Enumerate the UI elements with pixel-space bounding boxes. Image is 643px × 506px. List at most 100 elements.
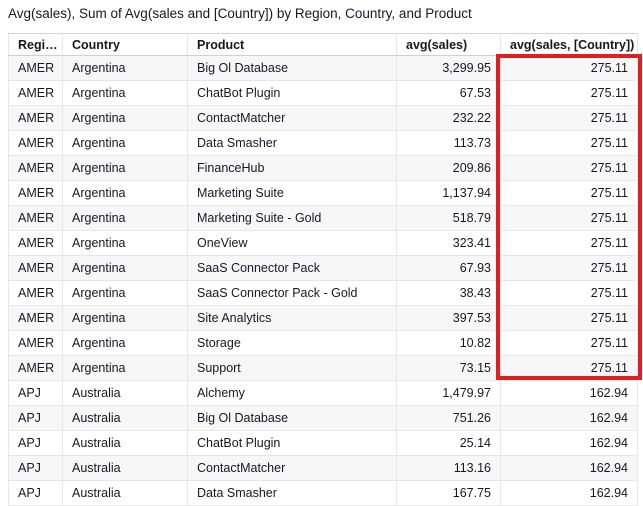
table-cell[interactable]: Australia [62,480,188,506]
table-cell[interactable]: Data Smasher [187,480,397,506]
table-cell[interactable]: 275.11 [500,330,638,356]
table-cell[interactable]: AMER [8,180,63,206]
table-cell[interactable]: 275.11 [500,305,638,331]
table-cell[interactable]: 275.11 [500,355,638,381]
table-cell[interactable]: 167.75 [396,480,501,506]
table-cell[interactable]: 162.94 [500,430,638,456]
table-cell[interactable]: Australia [62,430,188,456]
table-cell[interactable]: AMER [8,80,63,106]
table-body: AMER Argentina Big Ol Database 3,299.95 275.… [8,55,638,506]
table-cell[interactable]: Marketing Suite [187,180,397,206]
table-cell[interactable]: 275.11 [500,255,638,281]
table-cell[interactable]: 162.94 [500,405,638,431]
table-cell[interactable]: ContactMatcher [187,455,397,481]
column-header-avg-sales[interactable]: avg(sales) [396,33,501,56]
table-cell[interactable]: ChatBot Plugin [187,430,397,456]
table-cell[interactable]: Australia [62,405,188,431]
table-cell[interactable]: 25.14 [396,430,501,456]
table-cell[interactable]: APJ [8,430,63,456]
table-cell[interactable]: Argentina [62,255,188,281]
table-cell[interactable]: 113.73 [396,130,501,156]
table-cell[interactable]: AMER [8,280,63,306]
table-header: Regi… Country Product avg(sales) avg(sal… [8,33,638,56]
table-cell[interactable]: AMER [8,130,63,156]
table-cell[interactable]: 275.11 [500,105,638,131]
table-cell[interactable]: AMER [8,105,63,131]
table-cell[interactable]: 275.11 [500,280,638,306]
table-cell[interactable]: 232.22 [396,105,501,131]
table-cell[interactable]: Argentina [62,205,188,231]
table-cell[interactable]: Argentina [62,330,188,356]
column-header-country[interactable]: Country [62,33,188,56]
table-cell[interactable]: AMER [8,205,63,231]
column-header-avg-sales-country[interactable]: avg(sales, [Country]) [500,33,638,56]
column-header-region[interactable]: Regi… [8,33,63,56]
table-cell[interactable]: APJ [8,380,63,406]
table-cell[interactable]: Argentina [62,105,188,131]
table-cell[interactable]: AMER [8,55,63,81]
table-visual: Regi… Country Product avg(sales) avg(sal… [8,33,638,506]
table-cell[interactable]: APJ [8,455,63,481]
table-cell[interactable]: AMER [8,230,63,256]
table-cell[interactable]: 162.94 [500,455,638,481]
table-cell[interactable]: 162.94 [500,480,638,506]
table-cell[interactable]: 1,137.94 [396,180,501,206]
table-cell[interactable]: 275.11 [500,230,638,256]
table-cell[interactable]: ChatBot Plugin [187,80,397,106]
table-cell[interactable]: OneView [187,230,397,256]
table-cell[interactable]: 751.26 [396,405,501,431]
table-cell[interactable]: Argentina [62,230,188,256]
table-cell[interactable]: 275.11 [500,80,638,106]
table-cell[interactable]: 397.53 [396,305,501,331]
table-cell[interactable]: 275.11 [500,205,638,231]
table-cell[interactable]: SaaS Connector Pack - Gold [187,280,397,306]
table-cell[interactable]: 1,479.97 [396,380,501,406]
table-cell[interactable]: Australia [62,380,188,406]
table-cell[interactable]: Argentina [62,55,188,81]
table-cell[interactable]: 162.94 [500,380,638,406]
table-cell[interactable]: 275.11 [500,55,638,81]
table-cell[interactable]: APJ [8,480,63,506]
table-cell[interactable]: AMER [8,330,63,356]
table-cell[interactable]: 209.86 [396,155,501,181]
table-cell[interactable]: Storage [187,330,397,356]
table-cell[interactable]: 10.82 [396,330,501,356]
table-row: AMER Argentina Site Analytics 397.53 275.11 [8,305,638,331]
table-cell[interactable]: Support [187,355,397,381]
table-cell[interactable]: 275.11 [500,180,638,206]
table-cell[interactable]: 38.43 [396,280,501,306]
table-cell[interactable]: 323.41 [396,230,501,256]
table-cell[interactable]: FinanceHub [187,155,397,181]
table-cell[interactable]: Marketing Suite - Gold [187,205,397,231]
table-cell[interactable]: AMER [8,155,63,181]
table-cell[interactable]: Argentina [62,280,188,306]
column-header-product[interactable]: Product [187,33,397,56]
table-cell[interactable]: AMER [8,255,63,281]
table-cell[interactable]: 67.53 [396,80,501,106]
table-cell[interactable]: Big Ol Database [187,405,397,431]
table-cell[interactable]: 67.93 [396,255,501,281]
table-cell[interactable]: Argentina [62,80,188,106]
table-cell[interactable]: Site Analytics [187,305,397,331]
table-cell[interactable]: AMER [8,305,63,331]
table-cell[interactable]: Big Ol Database [187,55,397,81]
table-cell[interactable]: Argentina [62,355,188,381]
table-cell[interactable]: Alchemy [187,380,397,406]
table-cell[interactable]: 518.79 [396,205,501,231]
table-cell[interactable]: Argentina [62,155,188,181]
table-row: AMER Argentina Marketing Suite - Gold 518.7… [8,205,638,231]
table-cell[interactable]: SaaS Connector Pack [187,255,397,281]
table-cell[interactable]: APJ [8,405,63,431]
table-cell[interactable]: Argentina [62,305,188,331]
table-cell[interactable]: AMER [8,355,63,381]
table-cell[interactable]: 3,299.95 [396,55,501,81]
table-cell[interactable]: ContactMatcher [187,105,397,131]
table-cell[interactable]: 275.11 [500,130,638,156]
table-cell[interactable]: 275.11 [500,155,638,181]
table-cell[interactable]: Argentina [62,130,188,156]
table-cell[interactable]: 113.16 [396,455,501,481]
table-cell[interactable]: Argentina [62,180,188,206]
table-cell[interactable]: Australia [62,455,188,481]
table-cell[interactable]: Data Smasher [187,130,397,156]
table-cell[interactable]: 73.15 [396,355,501,381]
